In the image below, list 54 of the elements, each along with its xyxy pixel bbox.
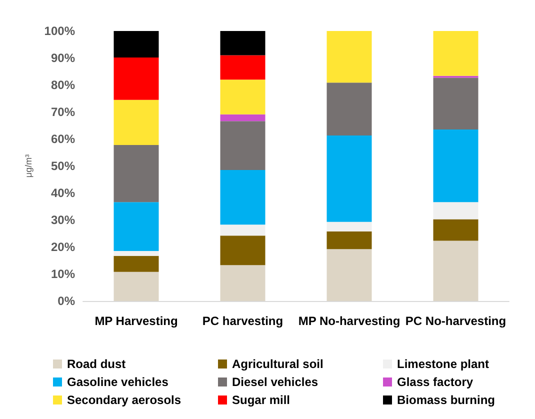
bar (326, 135, 372, 222)
bar (114, 272, 159, 301)
y-tick-label: 0% (58, 294, 76, 308)
bar (433, 31, 478, 76)
bar (326, 249, 372, 301)
legend-label: Gasoline vehicles (67, 375, 169, 389)
legend-label: Agricultural soil (232, 357, 324, 371)
bar (433, 130, 478, 202)
x-tick-label: PC harvesting (202, 314, 284, 328)
bar (326, 222, 372, 232)
y-tick-label: 90% (50, 51, 76, 65)
bar (220, 31, 266, 56)
y-tick-label: 70% (50, 105, 76, 119)
y-tick-label: 100% (44, 24, 76, 38)
bar (114, 100, 159, 145)
bar (220, 114, 266, 122)
bar (326, 231, 372, 250)
y-tick-label: 80% (50, 78, 76, 92)
bar (433, 202, 478, 220)
y-tick-label: 40% (50, 186, 76, 200)
bar (114, 202, 159, 252)
x-tick-label: PC No-harvesting (405, 314, 506, 328)
legend-label: Biomass burning (397, 393, 496, 407)
bar (433, 78, 478, 130)
x-tick-label: MP Harvesting (94, 314, 178, 328)
bar (220, 121, 266, 170)
bar (433, 240, 478, 301)
bar (114, 251, 159, 256)
legend-label: Road dust (67, 357, 126, 371)
bar (220, 265, 266, 301)
bar (114, 57, 159, 100)
bar (114, 256, 159, 272)
bar (220, 170, 266, 225)
y-tick-label: 20% (50, 240, 76, 254)
legend-label: Sugar mill (232, 393, 290, 407)
bar (220, 236, 266, 266)
bar (220, 55, 266, 80)
bar (114, 31, 159, 58)
bar (114, 144, 159, 202)
legend-label: Diesel vehicles (232, 375, 318, 389)
bar (433, 219, 478, 241)
legend-label: Glass factory (397, 375, 474, 389)
bar (220, 224, 266, 236)
legend-label: Secondary aerosols (67, 393, 182, 407)
bar (220, 80, 266, 114)
legend-label: Limestone plant (397, 357, 490, 371)
x-tick-label: MP No-harvesting (298, 314, 400, 328)
y-tick-label: 30% (50, 213, 76, 227)
y-tick-label: 50% (50, 159, 76, 173)
bar (326, 82, 372, 136)
bar (326, 31, 372, 83)
y-tick-label: 60% (50, 132, 76, 146)
y-axis-title: μg/m³ (24, 154, 34, 178)
y-tick-label: 10% (50, 267, 76, 281)
